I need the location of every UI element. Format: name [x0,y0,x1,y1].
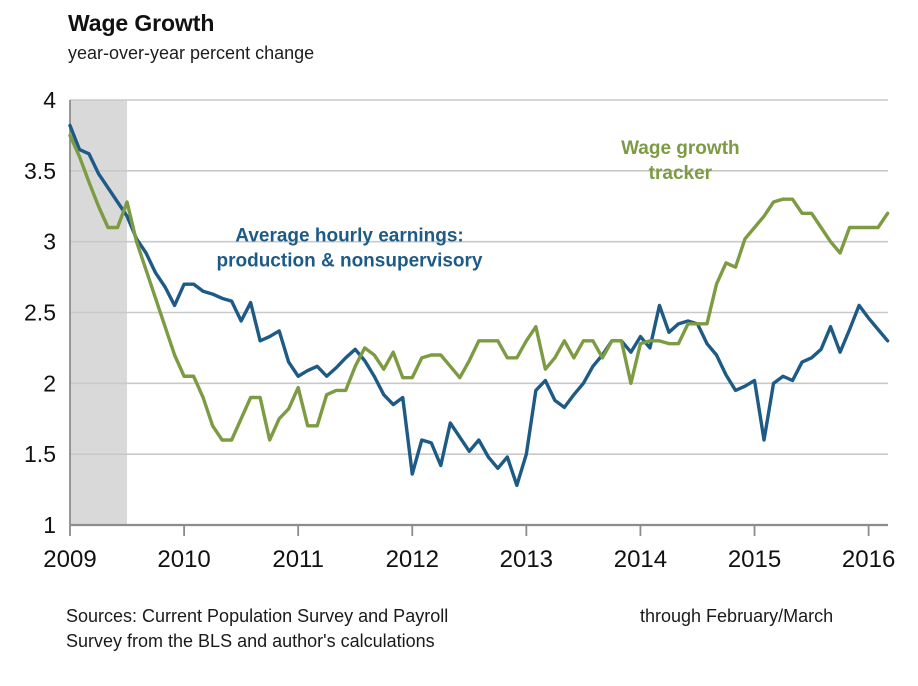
x-axis-tick-label: 2016 [842,546,895,573]
series-line-wage_growth_tracker [68,133,890,442]
y-axis-tick-label: 3 [43,229,56,255]
series-annotations: Wage growth tracker Average hourly earning… [216,138,739,272]
y-axis-tick-label: 1.5 [24,441,56,467]
series-label-average_hourly_earnings: Average hourly earnings: [235,226,463,247]
x-axis-tick-label: 2015 [728,546,781,573]
y-axis-tick-label: 3.5 [24,158,56,184]
axis-lines [69,100,888,527]
series-line-average_hourly_earnings [68,123,890,488]
y-axis-tick-label: 2.5 [24,300,56,326]
x-axis-tick-label: 2014 [614,546,667,573]
gridlines [70,99,888,455]
x-axis-tick-labels: 2009 2010 2011 2012 2013 2014 2015 2016 [43,546,895,573]
x-axis-tick-label: 2012 [386,546,439,573]
through-date-note: through February/March [640,606,834,626]
data-series [68,123,890,488]
x-axis-tick-label: 2011 [272,546,324,573]
y-axis-tick-label: 4 [43,87,56,113]
series-label-average_hourly_earnings-line2: production & nonsupervisory [216,251,482,272]
series-label-wage_growth_tracker-line2: tracker [649,163,713,184]
plot-area: 11.522.533.54 2009 2010 2011 2012 2013 2014 20… [24,87,895,573]
chart-subtitle: year-over-year percent change [68,43,315,63]
x-axis-tick-label: 2013 [500,546,553,573]
page-title: Wage Growth [68,10,215,36]
x-axis-tick-label: 2010 [157,546,210,573]
sources-line-1: Sources: Current Population Survey and P… [66,606,449,626]
y-axis-tick-label: 1 [43,512,56,538]
y-axis-tick-label: 2 [43,370,56,396]
series-label-wage_growth_tracker: Wage growth [621,138,740,159]
sources-line-2: Survey from the BLS and author's calcula… [66,631,435,651]
y-axis-tick-labels: 1 1.5 2 2.5 3 3.5 4 [24,87,56,538]
x-axis-tick-label: 2009 [43,546,96,573]
chart-sources: Sources: Current Population Survey and P… [66,604,626,654]
x-axis-ticks [69,525,870,536]
